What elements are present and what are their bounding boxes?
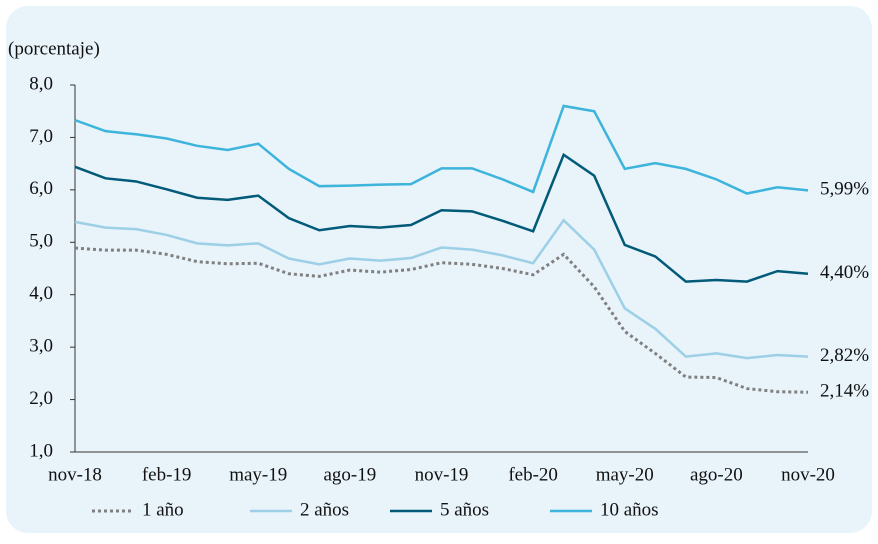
x-tick-label: may-19	[229, 464, 287, 485]
series-line	[74, 152, 809, 283]
x-tick-label: nov-20	[781, 464, 835, 485]
x-tick-label: ago-19	[323, 464, 376, 485]
y-tick-label: 7,0	[29, 126, 53, 147]
legend-label: 1 año	[142, 499, 184, 520]
x-tick-label: ago-20	[690, 464, 743, 485]
legend-label: 10 años	[600, 499, 659, 520]
series-line	[74, 104, 809, 195]
value-label: 4,40%	[820, 262, 869, 283]
x-tick-label: may-20	[596, 464, 654, 485]
series-line	[74, 218, 809, 360]
x-tick-label: nov-19	[415, 464, 469, 485]
value-label: 2,82%	[820, 345, 869, 366]
y-tick-label: 8,0	[29, 73, 53, 94]
y-tick-label: 1,0	[29, 440, 53, 461]
x-tick-label: nov-18	[48, 464, 102, 485]
legend-label: 5 años	[440, 499, 489, 520]
x-tick-label: feb-19	[142, 464, 192, 485]
y-tick-label: 4,0	[29, 283, 53, 304]
panel	[6, 6, 872, 533]
y-tick-label: 3,0	[29, 336, 53, 357]
value-label: 5,99%	[820, 179, 869, 200]
legend-label: 2 años	[300, 499, 349, 520]
y-tick-label: 6,0	[29, 178, 53, 199]
y-tick-label: 2,0	[29, 388, 53, 409]
y-axis-label: (porcentaje)	[8, 38, 100, 59]
x-tick-label: feb-20	[508, 464, 558, 485]
value-label: 2,14%	[820, 381, 869, 402]
y-tick-label: 5,0	[29, 231, 53, 252]
